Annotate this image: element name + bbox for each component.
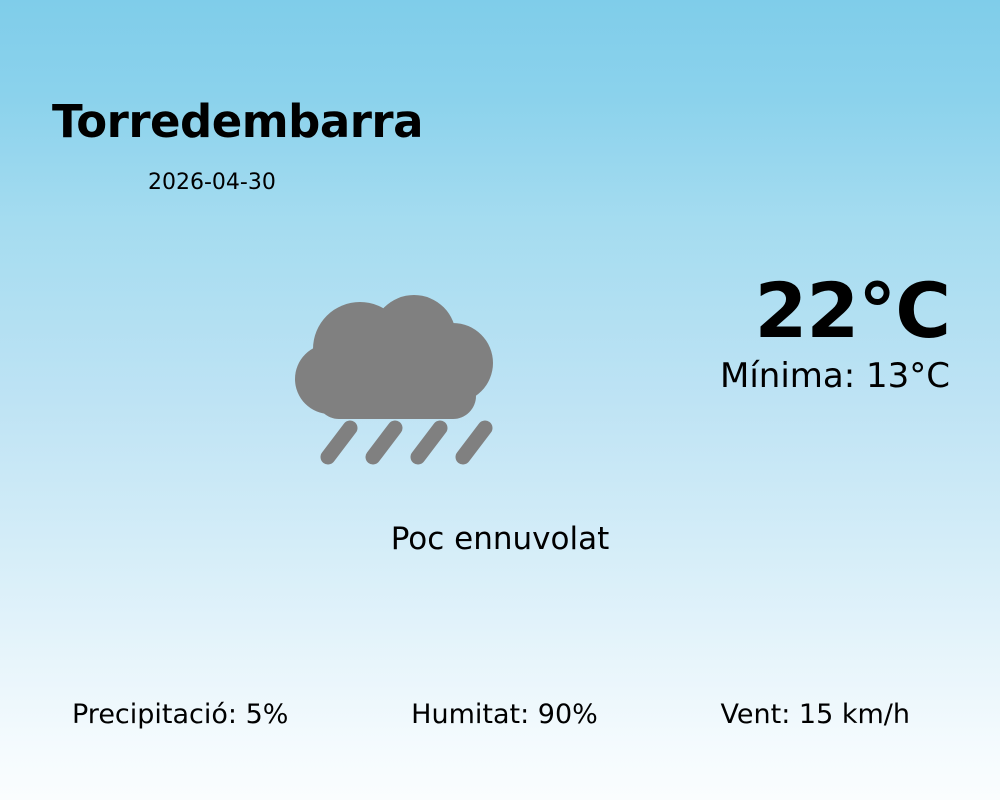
condition-text: Poc ennuvolat (0, 522, 1000, 556)
cloud-shape (295, 295, 493, 419)
stat-humidity: Humitat: 90% (411, 699, 598, 730)
condition-text-label: Poc ennuvolat (390, 521, 610, 557)
cloud-moon-rain-icon (288, 252, 548, 482)
observation-date: 2026-04-30 (148, 170, 276, 195)
rain-streaks (320, 420, 493, 465)
minimum-temperature: Mínima: 13°C (720, 355, 950, 396)
temperature-block: 22°C Mínima: 13°C (720, 266, 951, 396)
page-title: Torredembarra (52, 95, 424, 148)
stat-wind: Vent: 15 km/h (720, 699, 910, 730)
current-temperature: 22°C (754, 266, 951, 355)
stats-row: Precipitació: 5% Humitat: 90% Vent: 15 k… (62, 700, 938, 730)
stat-precipitation: Precipitació: 5% (72, 699, 289, 730)
